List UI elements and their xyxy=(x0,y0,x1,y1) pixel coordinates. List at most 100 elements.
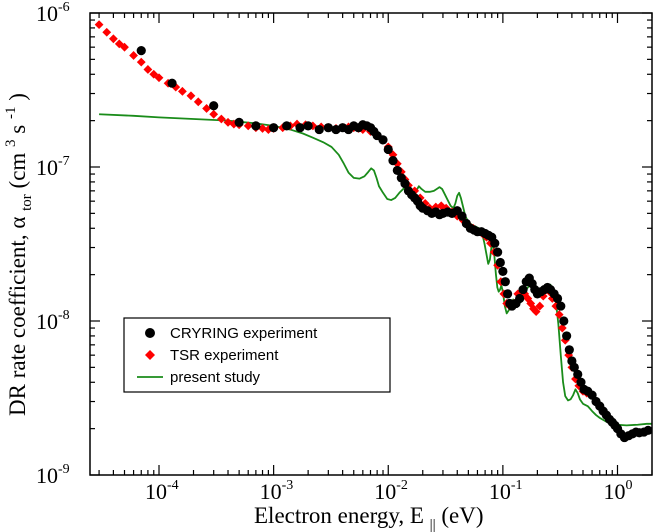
y-axis-title-unit: (cm xyxy=(5,153,30,189)
data-point-tsr-experiment-2 xyxy=(108,34,118,44)
data-point-tsr-experiment-21 xyxy=(243,121,253,131)
data-point-tsr-experiment-15 xyxy=(202,104,211,113)
legend-marker-tsr xyxy=(145,350,155,360)
data-point-tsr-experiment-12 xyxy=(178,86,187,96)
y-tick-label-exponent: -8 xyxy=(58,308,70,323)
x-tick-label-base: 10 xyxy=(489,479,511,504)
data-point-tsr-experiment-19 xyxy=(229,119,239,129)
legend-box xyxy=(123,317,391,393)
x-tick-label-base: 10 xyxy=(603,479,625,504)
y-tick-label: 10-8 xyxy=(36,308,70,334)
data-point-tsr-experiment-82 xyxy=(547,294,557,303)
data-point-tsr-experiment-38 xyxy=(358,125,368,134)
data-point-tsr-experiment-30 xyxy=(308,121,318,131)
legend-label-cryring: CRYRING experiment xyxy=(170,325,318,342)
x-tick-label: 10-3 xyxy=(260,478,294,504)
y-tick-label-base: 10 xyxy=(36,309,58,334)
data-point-cryring-experiment-21 xyxy=(378,135,388,145)
data-point-tsr-experiment-76 xyxy=(529,304,538,314)
data-point-tsr-experiment-43 xyxy=(388,150,398,160)
data-point-cryring-experiment-6 xyxy=(282,121,292,131)
x-tick-label-exponent: -3 xyxy=(282,478,294,493)
data-point-cryring-experiment-50 xyxy=(490,238,500,248)
data-point-cryring-experiment-55 xyxy=(503,289,513,299)
y-tick-label: 10-6 xyxy=(36,0,70,26)
data-point-tsr-experiment-85 xyxy=(557,323,567,333)
y-axis-title-subscript: tor xyxy=(19,194,35,211)
data-point-cryring-experiment-8 xyxy=(303,121,313,131)
data-point-cryring-experiment-1 xyxy=(167,78,177,88)
data-point-cryring-experiment-72 xyxy=(556,301,566,311)
data-point-tsr-experiment-56 xyxy=(452,211,462,221)
data-point-cryring-experiment-51 xyxy=(493,247,503,257)
data-point-cryring-experiment-3 xyxy=(234,117,244,127)
data-point-tsr-experiment-0 xyxy=(94,20,104,30)
x-axis-title-subscript: || xyxy=(430,517,436,532)
x-tick-label-base: 10 xyxy=(260,479,282,504)
x-tick-label-base: 10 xyxy=(145,479,167,504)
x-axis-title-unit: (eV) xyxy=(441,503,483,528)
data-point-cryring-experiment-53 xyxy=(498,266,508,276)
data-point-cryring-experiment-4 xyxy=(251,121,261,131)
y-axis-title-close: ) xyxy=(5,93,30,101)
data-point-tsr-experiment-17 xyxy=(216,114,226,124)
data-point-cryring-experiment-2 xyxy=(209,101,219,111)
data-point-cryring-experiment-10 xyxy=(323,123,333,133)
data-point-cryring-experiment-98 xyxy=(643,425,652,435)
y-tick-label-base: 10 xyxy=(36,463,58,488)
y-tick-label-base: 10 xyxy=(36,1,58,26)
data-point-cryring-experiment-41 xyxy=(457,211,467,221)
data-point-cryring-experiment-79 xyxy=(576,377,586,387)
y-axis-title: DR rate coefficient, α tor (cm 3 s -1 ) xyxy=(0,93,36,416)
data-point-cryring-experiment-78 xyxy=(573,369,583,380)
data-point-tsr-experiment-16 xyxy=(209,109,219,119)
data-point-tsr-experiment-5 xyxy=(129,51,138,60)
y-tick-label-exponent: -7 xyxy=(58,154,70,169)
data-point-cryring-experiment-73 xyxy=(559,316,569,326)
y-axis-title-sup-3: 3 xyxy=(3,139,19,147)
data-point-tsr-experiment-24 xyxy=(263,125,273,134)
data-point-cryring-experiment-22 xyxy=(383,144,393,155)
data-point-tsr-experiment-7 xyxy=(143,65,153,74)
x-tick-label: 10-1 xyxy=(489,478,523,504)
data-point-tsr-experiment-48 xyxy=(410,186,420,196)
data-point-cryring-experiment-23 xyxy=(388,156,398,166)
data-point-tsr-experiment-4 xyxy=(120,42,129,52)
data-point-tsr-experiment-78 xyxy=(535,301,545,311)
y-axis-title-unit-s: s xyxy=(5,125,30,134)
x-tick-label-exponent: 0 xyxy=(625,478,632,493)
y-tick-label-exponent: -9 xyxy=(58,462,70,477)
y-tick-label-exponent: -6 xyxy=(58,0,70,15)
x-tick-label-base: 10 xyxy=(374,479,396,504)
legend-label-tsr: TSR experiment xyxy=(170,347,279,364)
data-point-cryring-experiment-24 xyxy=(392,165,402,176)
data-point-tsr-experiment-77 xyxy=(531,307,541,317)
x-axis-title-main: Electron energy, E xyxy=(254,503,424,528)
data-point-cryring-experiment-75 xyxy=(564,345,574,355)
y-axis-title-sup-minus1: -1 xyxy=(3,106,19,119)
x-axis-title: Electron energy, E || (eV) xyxy=(254,503,484,532)
data-point-cryring-experiment-74 xyxy=(562,331,572,341)
series-cryring-experiment xyxy=(136,46,652,443)
x-tick-label-exponent: -1 xyxy=(511,478,523,493)
plot-area xyxy=(94,20,652,443)
data-point-cryring-experiment-59 xyxy=(515,293,525,304)
data-point-cryring-experiment-26 xyxy=(400,179,410,189)
x-tick-label: 10-4 xyxy=(145,478,179,504)
data-point-tsr-experiment-83 xyxy=(551,301,561,311)
y-tick-label-base: 10 xyxy=(36,155,58,180)
data-point-cryring-experiment-5 xyxy=(269,123,279,133)
y-tick-label: 10-7 xyxy=(36,154,70,180)
data-point-tsr-experiment-14 xyxy=(193,97,203,107)
x-tick-label: 100 xyxy=(603,478,632,504)
data-point-cryring-experiment-54 xyxy=(500,277,510,287)
x-tick-label-exponent: -4 xyxy=(167,478,179,493)
legend-label-present-study: present study xyxy=(170,369,261,386)
legend: CRYRING experiment TSR experiment presen… xyxy=(123,317,391,393)
data-point-tsr-experiment-13 xyxy=(186,91,196,101)
y-axis-title-main: DR rate coefficient, α xyxy=(5,217,30,416)
x-tick-label: 10-2 xyxy=(374,478,408,504)
data-point-tsr-experiment-3 xyxy=(114,39,124,49)
